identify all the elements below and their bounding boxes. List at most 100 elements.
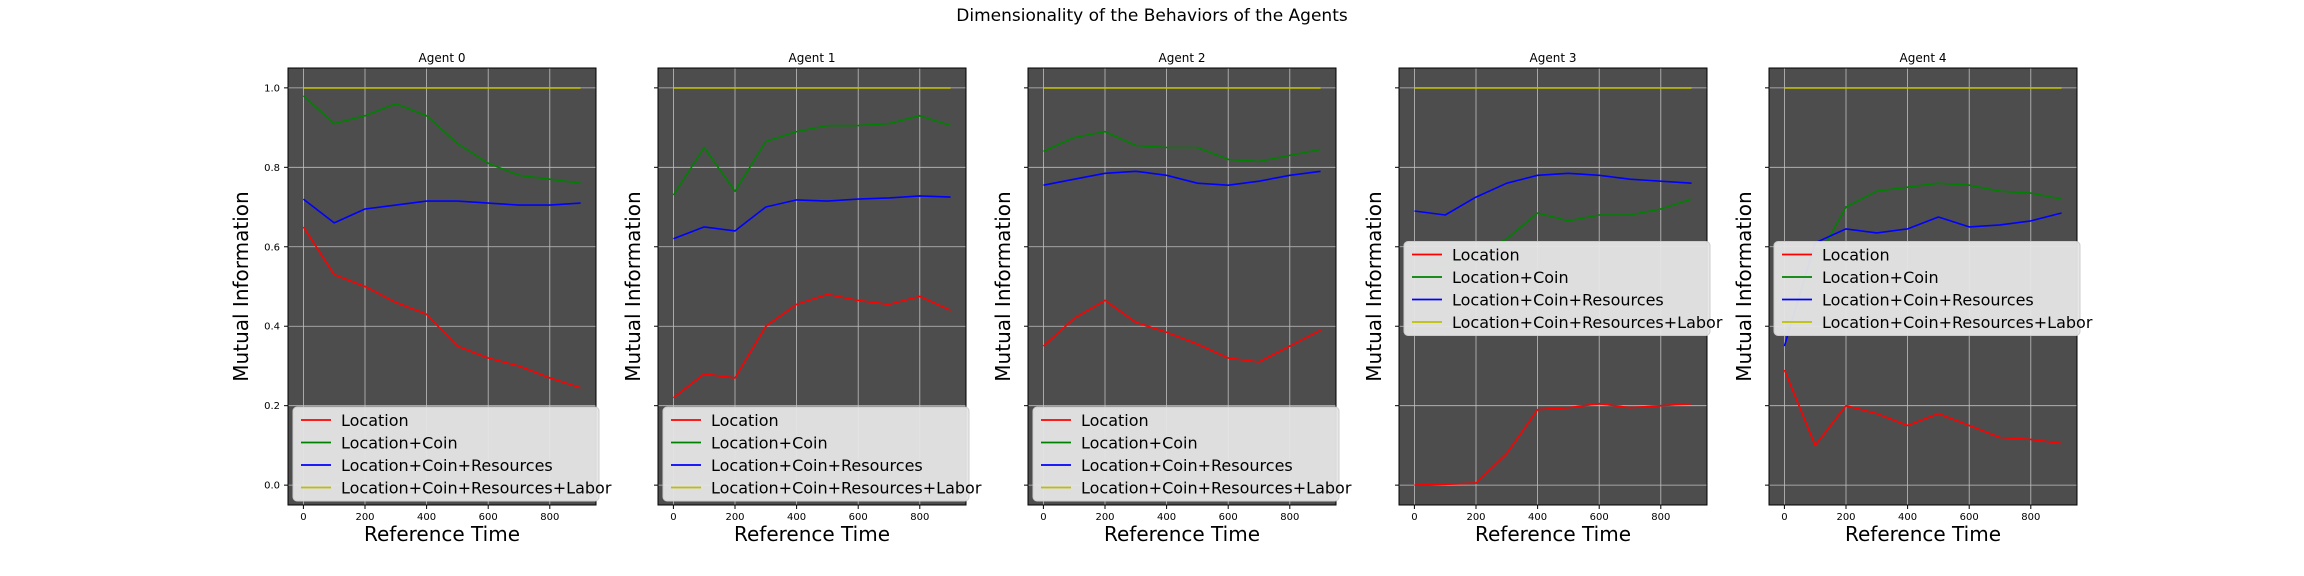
panel-agent-3: 0 200 400 600 800 Agent 3 Reference Time Mutual… xyxy=(1362,51,1723,546)
x-tick-label: 600 xyxy=(1219,512,1238,523)
legend-label: Location+Coin xyxy=(1822,268,1939,287)
panel-agent-1: 0 200 400 600 800 Agent 1 Reference Time Mutual… xyxy=(621,51,982,546)
x-tick-label: 800 xyxy=(2021,512,2040,523)
legend-box xyxy=(1403,241,1711,336)
legend-label: Location+Coin+Resources+Labor xyxy=(341,479,612,498)
axes-frame xyxy=(657,67,967,506)
x-tick-label: 200 xyxy=(355,512,374,523)
y-tick-label: 0.2 xyxy=(264,401,280,412)
legend-box xyxy=(1773,241,2081,336)
legend-label: Location+Coin+Resources+Labor xyxy=(1081,479,1352,498)
panel-title: Agent 2 xyxy=(1159,51,1206,65)
legend-label: Location+Coin xyxy=(711,434,828,453)
panel-title: Agent 1 xyxy=(789,51,836,65)
series-line-location xyxy=(302,226,581,389)
x-tick-label: 400 xyxy=(1157,512,1176,523)
x-tick-label: 200 xyxy=(1466,512,1485,523)
legend-label: Location xyxy=(1452,246,1520,265)
legend-label: Location+Coin+Resources+Labor xyxy=(1452,313,1723,332)
panel-title: Agent 0 xyxy=(419,51,466,65)
legend: Location Location+Coin Location+Coin+Resou… xyxy=(1773,241,2093,336)
y-tick-label: 0.8 xyxy=(264,163,280,174)
legend-label: Location+Coin+Resources+Labor xyxy=(1822,313,2093,332)
y-axis-label: Mutual Information xyxy=(1362,191,1386,381)
x-tick-label: 800 xyxy=(910,512,929,523)
x-tick-label: 200 xyxy=(725,512,744,523)
legend-label: Location+Coin+Resources xyxy=(1081,456,1293,475)
legend-label: Location xyxy=(341,411,409,430)
legend-label: Location+Coin+Resources xyxy=(341,456,553,475)
y-axis-label: Mutual Information xyxy=(1732,191,1756,381)
legend-box xyxy=(292,406,600,502)
series-line-location-coin xyxy=(1783,182,2062,335)
legend-label: Location+Coin xyxy=(1452,268,1569,287)
x-tick-label: 400 xyxy=(1898,512,1917,523)
legend-label: Location+Coin+Resources xyxy=(711,456,923,475)
x-axis-label: Reference Time xyxy=(1475,522,1631,546)
legend-label: Location+Coin+Resources+Labor xyxy=(711,479,982,498)
axes-frame xyxy=(287,67,597,506)
axes-frame xyxy=(1027,67,1337,506)
x-axis-label: Reference Time xyxy=(1845,522,2001,546)
x-axis-label: Reference Time xyxy=(364,522,520,546)
x-tick-label: 400 xyxy=(417,512,436,523)
y-tick-label: 0.4 xyxy=(264,322,280,333)
series-line-location-coin-resources xyxy=(1783,212,2062,347)
figure-suptitle: Dimensionality of the Behaviors of the A… xyxy=(956,6,1348,26)
legend: Location Location+Coin Location+Coin+Resou… xyxy=(1403,241,1723,336)
panel-title: Agent 4 xyxy=(1900,51,1947,65)
series-line-location xyxy=(1042,299,1321,363)
legend: Location Location+Coin Location+Coin+Resou… xyxy=(292,406,612,502)
x-tick-label: 800 xyxy=(1280,512,1299,523)
x-axis-label: Reference Time xyxy=(734,522,890,546)
legend: Location Location+Coin Location+Coin+Resou… xyxy=(662,406,982,502)
x-axis-label: Reference Time xyxy=(1104,522,1260,546)
x-tick-label: 800 xyxy=(1651,512,1670,523)
series-line-location xyxy=(1783,369,2062,447)
series-line-location-coin-resources xyxy=(302,198,581,224)
panel-agent-4: 0 200 400 600 800 Agent 4 Reference Time Mutual… xyxy=(1732,51,2093,546)
series-line-location-coin-resources xyxy=(1414,172,1692,216)
x-tick-label: 0 xyxy=(1040,512,1046,523)
y-axis-label: Mutual Information xyxy=(991,191,1015,381)
series-line-location-coin xyxy=(302,95,581,184)
panel-agent-2: 0 200 400 600 800 Agent 2 Reference Time Mutual… xyxy=(991,51,1352,546)
legend-label: Location xyxy=(1822,246,1890,265)
y-tick-label: 0.0 xyxy=(264,481,280,492)
legend-label: Location+Coin xyxy=(1081,434,1198,453)
x-tick-label: 200 xyxy=(1836,512,1855,523)
x-tick-label: 600 xyxy=(1960,512,1979,523)
panel-agent-0: 0 200 400 600 800 0.0 0.2 0.4 0.6 0.8 1.0 Agent 0 Re… xyxy=(229,51,612,546)
x-tick-label: 0 xyxy=(670,512,676,523)
series-line-location xyxy=(672,293,951,399)
series-line-location-coin xyxy=(672,114,951,196)
x-tick-label: 0 xyxy=(1781,512,1787,523)
legend-label: Location+Coin+Resources xyxy=(1822,291,2034,310)
x-tick-label: 200 xyxy=(1095,512,1114,523)
panel-title: Agent 3 xyxy=(1530,51,1577,65)
x-tick-label: 0 xyxy=(300,512,306,523)
legend-box xyxy=(1032,406,1340,502)
series-line-location-coin-resources xyxy=(1043,170,1321,186)
legend-label: Location+Coin+Resources xyxy=(1452,291,1664,310)
x-tick-label: 600 xyxy=(1590,512,1609,523)
x-tick-label: 600 xyxy=(479,512,498,523)
y-tick-label: 1.0 xyxy=(264,83,280,94)
y-axis-label: Mutual Information xyxy=(621,191,645,381)
legend-label: Location xyxy=(711,411,779,430)
series-line-location-coin xyxy=(1043,130,1321,163)
x-tick-label: 400 xyxy=(787,512,806,523)
legend-box xyxy=(662,406,970,502)
y-axis-label: Mutual Information xyxy=(229,191,253,381)
x-tick-label: 800 xyxy=(540,512,559,523)
y-tick-label: 0.6 xyxy=(264,242,280,253)
legend: Location Location+Coin Location+Coin+Resou… xyxy=(1032,406,1352,502)
x-tick-label: 0 xyxy=(1411,512,1417,523)
series-line-location xyxy=(1414,402,1692,486)
legend-label: Location+Coin xyxy=(341,434,458,453)
series-line-location-coin-resources xyxy=(673,195,951,240)
x-tick-label: 600 xyxy=(849,512,868,523)
legend-label: Location xyxy=(1081,411,1149,430)
x-tick-label: 400 xyxy=(1528,512,1547,523)
